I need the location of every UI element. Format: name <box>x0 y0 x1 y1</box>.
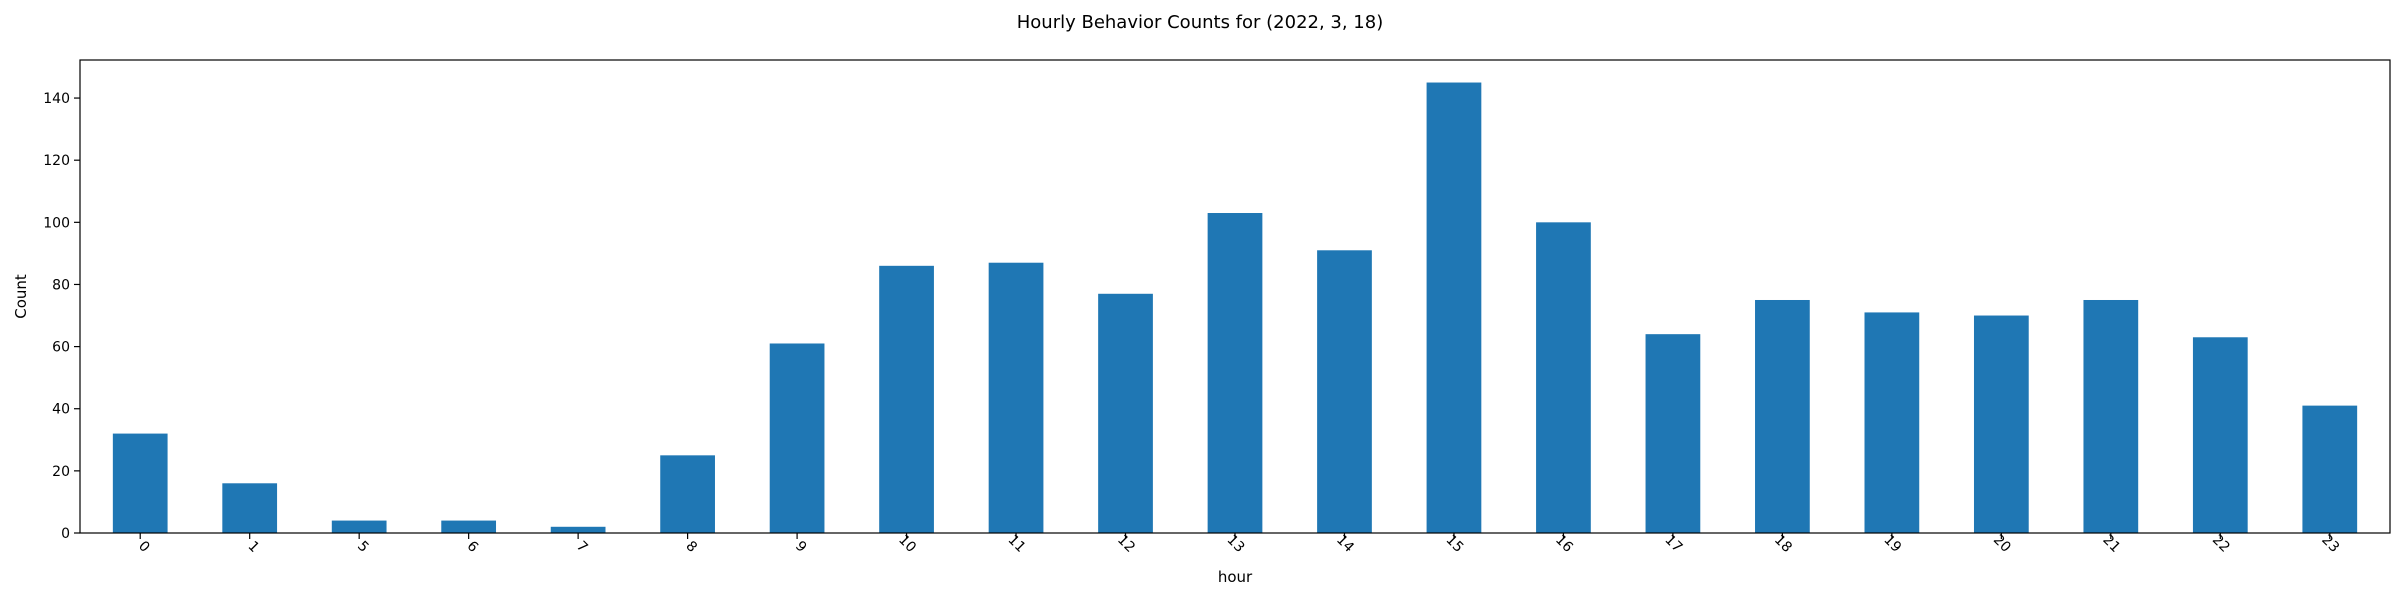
bar-hour-6 <box>441 520 497 533</box>
bar-hour-13 <box>1207 213 1263 533</box>
bar-hour-10 <box>879 265 934 533</box>
bar-hour-15 <box>1426 82 1482 534</box>
y-tick-label-100: 100 <box>43 215 70 231</box>
bar-hour-11 <box>988 262 1044 533</box>
y-tick-label-0: 0 <box>61 526 70 542</box>
bar-hour-17 <box>1645 334 1701 533</box>
y-tick-label-140: 140 <box>43 91 70 107</box>
bars-group <box>112 82 2358 534</box>
bar-hour-22 <box>2192 337 2248 533</box>
bar-hour-7 <box>550 526 606 533</box>
y-tick-label-40: 40 <box>52 402 70 418</box>
bar-hour-19 <box>1864 312 1920 533</box>
bar-hour-16 <box>1536 222 1591 533</box>
y-tick-label-20: 20 <box>52 464 70 480</box>
bar-hour-18 <box>1755 299 1810 533</box>
bar-hour-1 <box>222 483 278 533</box>
bar-hour-23 <box>2302 405 2358 533</box>
bar-hour-12 <box>1098 293 1153 533</box>
y-axis-label: Count <box>12 274 30 319</box>
bar-hour-9 <box>769 343 825 533</box>
y-tick-label-80: 80 <box>52 277 70 293</box>
bar-hour-0 <box>112 433 168 533</box>
y-axis: 0 20 40 60 80 100 120 140 <box>43 91 80 542</box>
plot-frame <box>79 59 2391 534</box>
bar-hour-14 <box>1317 250 1372 533</box>
bar-hour-8 <box>660 455 715 533</box>
bar-hour-21 <box>2083 299 2139 533</box>
bar-hour-5 <box>331 520 387 533</box>
chart-title: Hourly Behavior Counts for (2022, 3, 18) <box>1017 12 1384 33</box>
y-tick-label-60: 60 <box>52 340 70 356</box>
bar-hour-20 <box>1973 315 2029 533</box>
x-axis-label: hour <box>1218 568 1253 586</box>
y-tick-label-120: 120 <box>43 153 70 169</box>
